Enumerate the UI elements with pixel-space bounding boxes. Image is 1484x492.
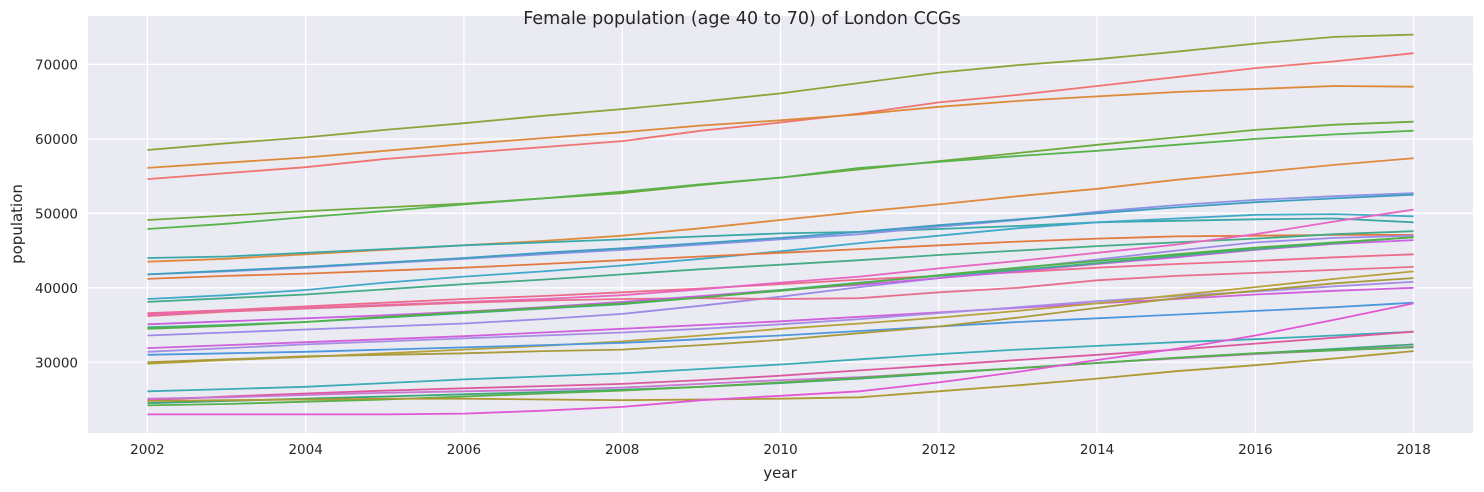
- y-tick-label: 40000: [35, 281, 78, 297]
- series-line-29: [147, 346, 1414, 407]
- x-tick-label: 2018: [1396, 442, 1430, 458]
- series-group: [147, 33, 1414, 416]
- series-line-3: [147, 85, 1414, 169]
- series-line-16: [147, 266, 1414, 317]
- series-line-19: [147, 236, 1414, 330]
- series-line-31: [147, 302, 1414, 416]
- series-line-11: [147, 253, 1414, 314]
- y-axis-label: population: [8, 184, 26, 264]
- x-axis-label: year: [763, 464, 797, 482]
- series-line-8: [147, 213, 1414, 300]
- series-line-7: [147, 217, 1414, 259]
- series-line-23: [147, 301, 1414, 356]
- series-line-12: [147, 233, 1414, 280]
- series-line-6: [147, 157, 1414, 263]
- series-line-5: [147, 129, 1414, 230]
- series-line-1: [147, 33, 1414, 151]
- series-line-2: [147, 52, 1414, 180]
- y-tick-label: 30000: [35, 355, 78, 371]
- series-line-20: [147, 286, 1414, 349]
- x-tick-label: 2010: [763, 442, 797, 458]
- series-line-14: [147, 234, 1414, 337]
- x-tick-label: 2012: [922, 442, 956, 458]
- x-tick-label: 2016: [1238, 442, 1272, 458]
- series-line-10: [147, 193, 1414, 276]
- x-tick-label: 2004: [288, 442, 322, 458]
- chart-title: Female population (age 40 to 70) of Lond…: [523, 9, 960, 29]
- y-tick-labels: 30000 40000 50000 60000 70000: [35, 57, 78, 371]
- x-tick-label: 2014: [1080, 442, 1114, 458]
- y-tick-label: 60000: [35, 132, 78, 148]
- series-line-30: [147, 350, 1414, 402]
- series-line-26: [147, 330, 1414, 402]
- x-tick-label: 2006: [447, 442, 481, 458]
- x-tick-label: 2008: [605, 442, 639, 458]
- y-tick-label: 70000: [35, 57, 78, 73]
- series-line-24: [147, 277, 1414, 364]
- x-tick-labels: 2002 2004 2006 2008 2010 2012 2014 2016 2018: [130, 442, 1431, 458]
- y-tick-label: 50000: [35, 206, 78, 222]
- x-tick-label: 2002: [130, 442, 164, 458]
- series-line-21: [147, 280, 1414, 353]
- series-line-25: [147, 330, 1414, 393]
